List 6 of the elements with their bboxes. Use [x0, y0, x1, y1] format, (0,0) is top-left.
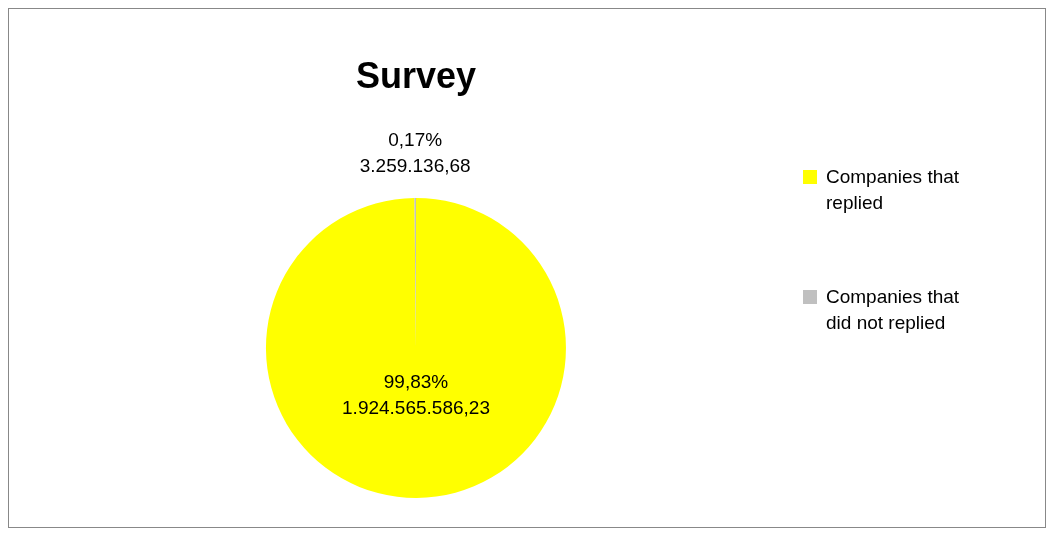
- data-label: 99,83% 1.924.565.586,23: [342, 371, 490, 418]
- data-label: 0,17% 3.259.136,68: [359, 129, 471, 176]
- legend-label: Companies that did not replied: [826, 286, 960, 333]
- chart-title: Survey: [355, 55, 477, 96]
- pie-slice: [266, 198, 566, 498]
- legend-label: Companies that replied: [826, 166, 960, 213]
